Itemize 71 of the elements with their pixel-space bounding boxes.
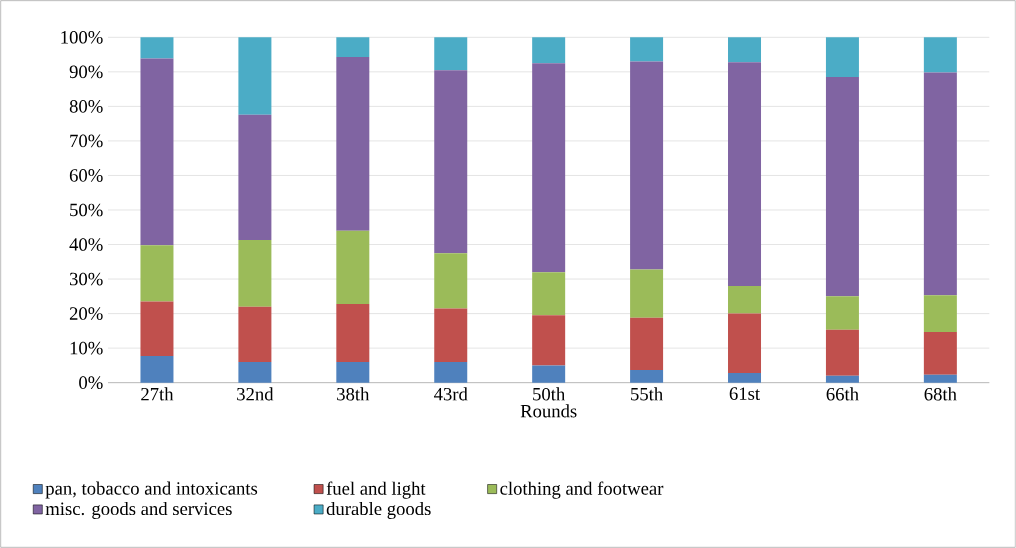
bar [532,272,566,316]
x-tick-label: 50th [533,387,566,401]
x-tick-label: 61st [729,387,760,400]
bar [728,372,762,383]
bar [728,37,762,63]
bar [434,70,468,254]
bar [728,62,762,286]
bar [630,37,664,62]
bar [336,230,370,304]
x-tick-label: 38th [337,387,370,401]
x-tick-label: 32nd [237,387,274,401]
bar [140,301,174,357]
bar [238,37,272,115]
y-tick-label: 100% [61,30,103,44]
bar [434,37,468,71]
bar [923,72,957,296]
bar [728,285,762,314]
y-tick-label: 90% [69,65,103,79]
x-tick-label: 27th [141,387,174,401]
bar [825,296,859,330]
bar [336,361,370,383]
bar [434,361,468,383]
bar [140,58,174,246]
y-tick-label: 40% [69,238,103,251]
legend-label: misc. goods and services [45,501,232,519]
bar [238,114,272,241]
bar [434,253,468,309]
bar [238,361,272,383]
x-tick-label: 68th [924,387,957,401]
bar [434,308,468,362]
bar [923,295,957,332]
bar [728,313,762,373]
bar [336,303,370,362]
bar [825,77,859,297]
bar [532,365,566,383]
bar [630,317,664,370]
x-tick-label: 55th [631,387,663,401]
legend-label: durable goods [326,501,431,519]
bar [140,356,174,383]
bar [532,315,566,366]
bar [630,61,664,270]
x-axis-title: Rounds [520,404,577,418]
bar [336,57,370,231]
y-tick-label: 10% [70,341,103,355]
bar [825,329,859,376]
bar [532,63,566,273]
y-tick-label: 80% [69,100,103,113]
y-tick-label: 20% [69,307,103,320]
bar [630,369,664,383]
bar [238,240,272,307]
y-tick-label: 50% [70,203,103,217]
bar [923,331,957,375]
y-tick-label: 70% [70,134,103,148]
bar [140,37,174,59]
bar [923,37,957,73]
legend-label: pan, tobacco and intoxicants [45,481,258,499]
bar [923,374,957,383]
bar [532,37,566,64]
legend-label: fuel and light [326,481,426,499]
bar [825,375,859,383]
y-tick-label: 60% [69,169,103,182]
x-tick-label: 43rd [433,387,468,401]
legend-label: clothing and footwear [500,481,664,499]
bar [140,245,174,302]
bar [336,37,370,57]
bar [630,269,664,318]
x-tick-label: 66th [826,387,859,401]
y-tick-label: 0% [79,376,103,389]
y-tick-label: 30% [69,272,103,286]
bar [825,37,859,78]
bar [238,306,272,362]
